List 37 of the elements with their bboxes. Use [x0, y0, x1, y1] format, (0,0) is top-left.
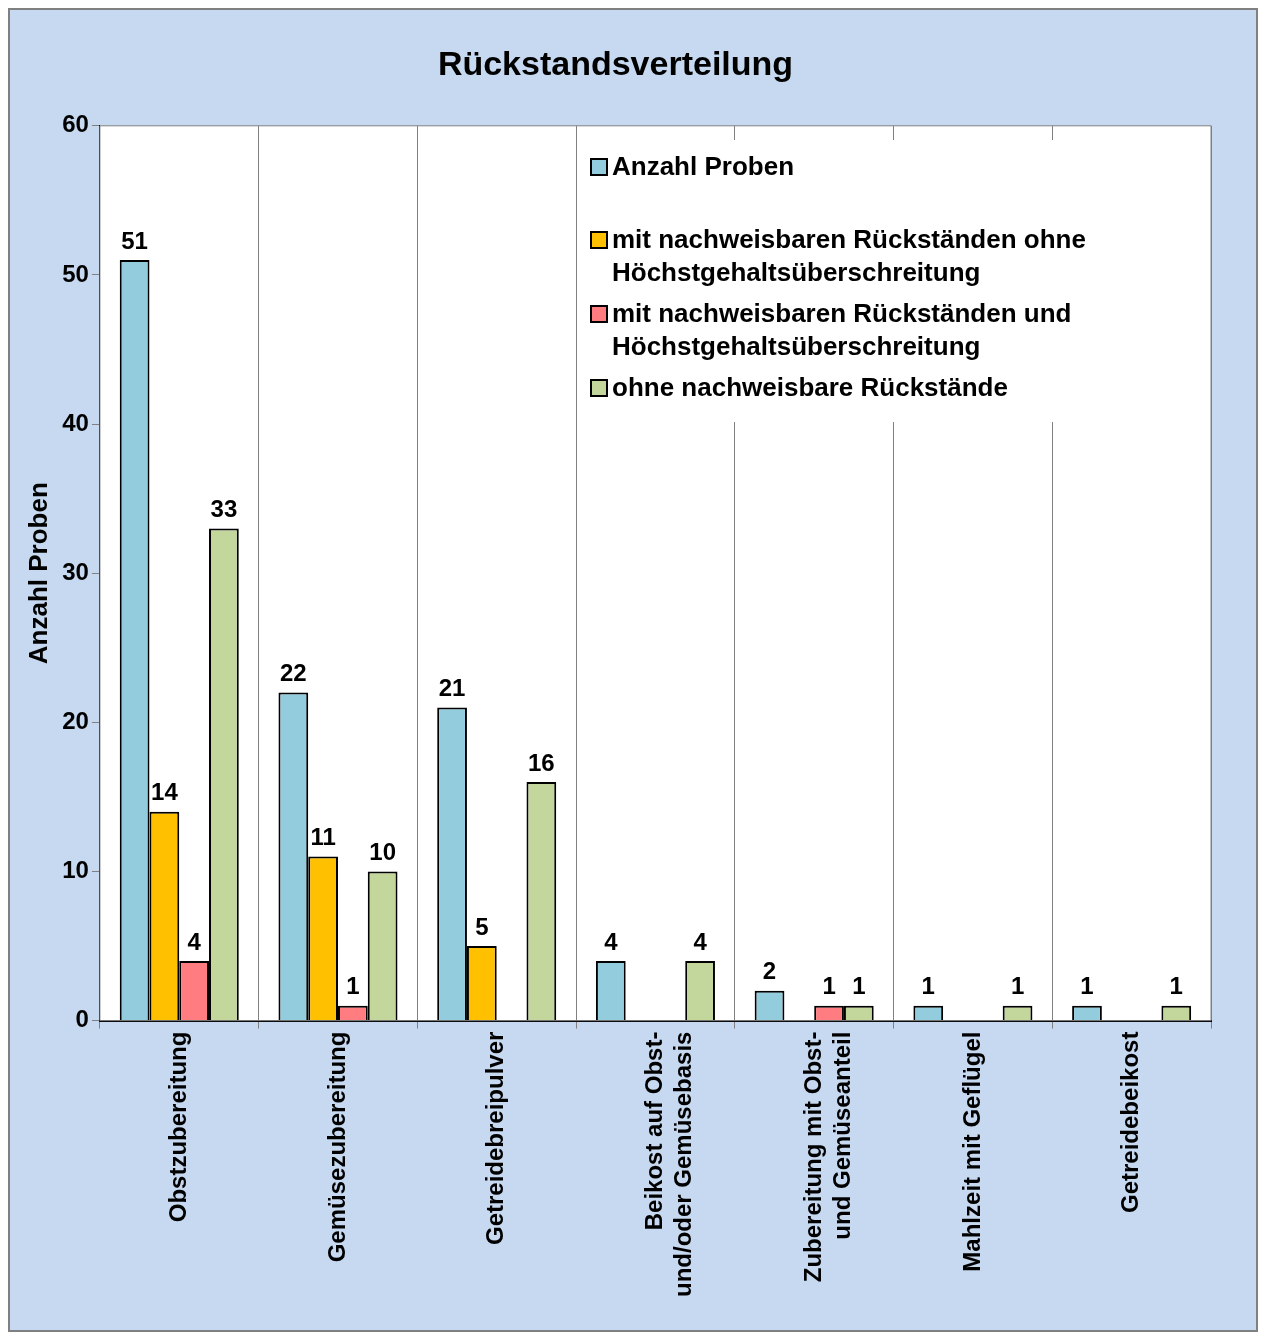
data-label: 33 [210, 495, 238, 523]
x-tick-label: Mahlzeit mit Geflügel [957, 1031, 985, 1272]
y-tick-label: 10 [62, 856, 89, 884]
data-label: 1 [921, 972, 935, 1000]
data-label: 4 [693, 927, 708, 955]
data-label: 1 [1169, 972, 1183, 1000]
x-tick-label: Beikost auf Obst- und/oder Gemüsebasis [640, 1031, 696, 1297]
x-tick-label: Getreidebeikost [1116, 1031, 1144, 1213]
data-label: 16 [528, 748, 555, 776]
y-tick-label: 30 [62, 557, 89, 585]
legend-label: ohne nachweisbare Rückstände [612, 371, 1008, 404]
data-label: 5 [475, 912, 489, 940]
data-label: 1 [1010, 972, 1025, 1000]
data-label: 21 [438, 674, 466, 702]
data-label: 4 [187, 927, 202, 955]
data-label: 14 [151, 778, 179, 806]
data-label: 1 [822, 972, 836, 1000]
x-tick-label: Gemüsezubereitung [322, 1031, 350, 1263]
data-label: 1 [346, 972, 360, 1000]
y-tick-label: 50 [62, 259, 89, 287]
data-label: 1 [1080, 972, 1094, 1000]
legend-label: Anzahl Proben [612, 150, 795, 183]
y-tick-label: 60 [62, 110, 89, 138]
y-tick-label: 40 [62, 408, 89, 436]
data-label: 10 [369, 838, 396, 866]
data-label: 11 [310, 823, 336, 851]
x-tick-label: Obstzubereitung [163, 1031, 191, 1223]
data-label: 51 [121, 226, 148, 254]
y-tick-label: 20 [62, 706, 89, 734]
data-label: 4 [604, 927, 619, 955]
x-tick-label: Getreidebreipulver [481, 1031, 509, 1246]
chart-title: Rückstandsverteilung [437, 43, 794, 82]
y-tick-label: 0 [75, 1005, 89, 1033]
data-label: 1 [852, 972, 866, 1000]
y-axis-title: Anzahl Proben [22, 482, 53, 665]
data-label: 2 [762, 957, 777, 985]
data-label: 22 [280, 659, 307, 687]
